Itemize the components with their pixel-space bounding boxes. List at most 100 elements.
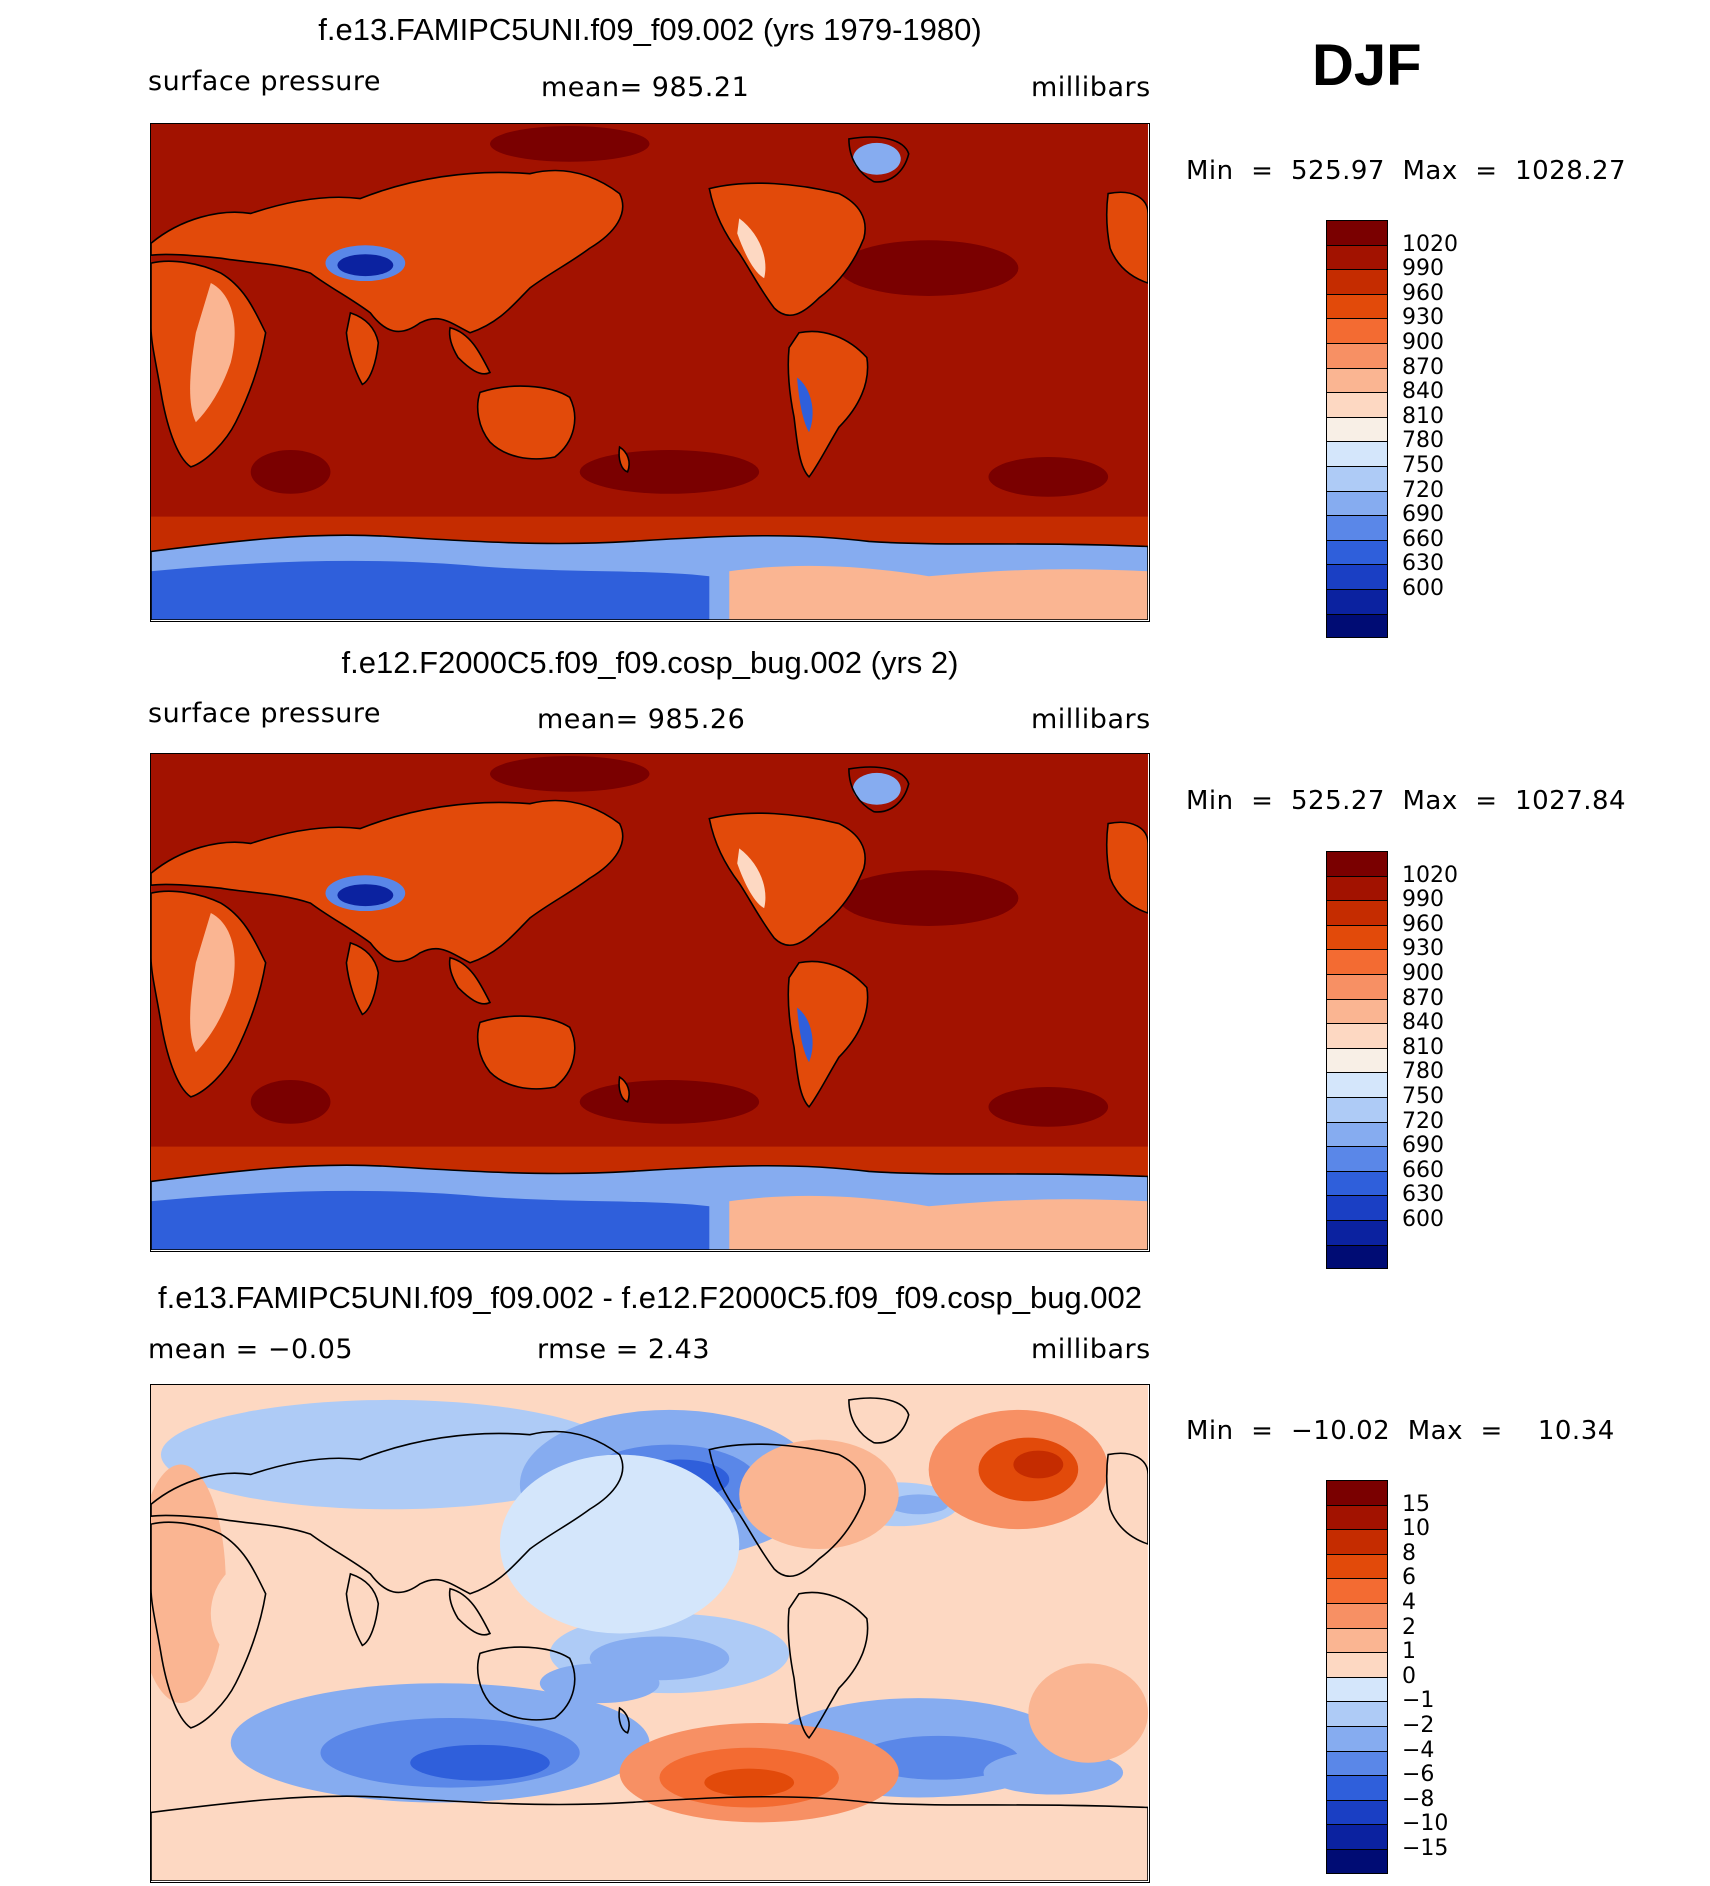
coastline-asia: [151, 1430, 624, 1595]
map-svg: [151, 124, 1148, 620]
coastline-antarctica: [151, 534, 1148, 620]
positive-anomaly: [1028, 1663, 1148, 1763]
colorbar-label: −4: [1402, 1737, 1435, 1763]
colorbar-label: 960: [1402, 280, 1444, 306]
colorbar-swatch: [1326, 613, 1388, 639]
panel-1-title: f.e13.FAMIPC5UNI.f09_f09.002 (yrs 1979-1…: [318, 12, 982, 47]
colorbar-swatch: [1326, 416, 1388, 442]
panel-3-map: [150, 1384, 1150, 1883]
coastline-seasia: [448, 326, 492, 375]
coastline-india: [345, 311, 380, 386]
coastline-samerica: [787, 330, 869, 479]
coastline-nz: [618, 445, 630, 473]
map-svg: [151, 754, 1148, 1250]
panel-2-title: f.e12.F2000C5.f09_f09.cosp_bug.002 (yrs …: [341, 645, 959, 680]
terrain-andes: [797, 377, 813, 433]
land-seasia: [449, 327, 490, 374]
land-australia: [477, 386, 575, 459]
coastline-europe: [1106, 1452, 1148, 1545]
colorbar-label: 840: [1402, 1010, 1444, 1036]
terrain-africa-highlands: [190, 913, 235, 1053]
coastline-greenland: [848, 136, 910, 183]
colorbar-swatch: [1326, 1775, 1388, 1800]
colorbar-swatch: [1326, 1072, 1388, 1097]
coastline-seasia: [448, 1587, 492, 1636]
colorbar-swatch: [1326, 1676, 1388, 1702]
colorbar-swatch: [1326, 1750, 1388, 1776]
panel-1-mean-label: mean= 985.21: [541, 72, 750, 103]
panel-3-minmax: Min = −10.02 Max = 10.34: [1186, 1416, 1615, 1446]
panel-2-variable-label: surface pressure: [148, 698, 381, 729]
terrain-greenland: [852, 142, 901, 175]
colorbar-label: 10: [1402, 1516, 1430, 1542]
colorbar-label: 1: [1402, 1639, 1416, 1665]
high-pressure-cell: [579, 450, 760, 494]
panel-2-units-label: millibars: [1031, 704, 1151, 735]
coastline-africa: [151, 890, 267, 1098]
coastline-samerica: [787, 1591, 869, 1740]
colorbar-swatch: [1326, 1529, 1388, 1554]
colorbar-label: 870: [1402, 985, 1444, 1011]
coastline-europe: [1106, 821, 1148, 914]
high-pressure-cell: [579, 1080, 760, 1124]
coastline-india: [345, 941, 380, 1016]
high-pressure-cell: [838, 870, 1019, 926]
colorbar-swatch: [1326, 1603, 1388, 1628]
colorbar-label: −8: [1402, 1786, 1435, 1812]
colorbar-swatch: [1326, 1504, 1388, 1530]
colorbar-swatch: [1326, 564, 1388, 589]
coastline-namerica: [708, 1443, 866, 1578]
coastline-australia: [476, 1015, 576, 1090]
colorbar-label: −15: [1402, 1836, 1449, 1861]
colorbar-swatch: [1326, 1578, 1388, 1603]
high-pressure-cell: [988, 1086, 1109, 1127]
colorbar-label: 660: [1402, 526, 1444, 552]
colorbar-swatch: [1326, 1023, 1388, 1048]
colorbar-label: 690: [1402, 1133, 1444, 1159]
terrain-tibet-core: [337, 254, 394, 277]
colorbar-swatch: [1326, 392, 1388, 417]
coastline-greenland: [848, 1397, 910, 1444]
positive-anomaly: [280, 1822, 640, 1881]
colorbar-swatch: [1326, 1627, 1388, 1653]
coastline-australia: [476, 1646, 576, 1721]
coastline-europe: [1106, 191, 1148, 284]
colorbar-swatch: [1326, 851, 1388, 876]
colorbar-swatch: [1326, 875, 1388, 901]
colorbar-swatch: [1326, 1726, 1388, 1751]
colorbar-label: 930: [1402, 936, 1444, 962]
colorbar-label: −10: [1402, 1811, 1449, 1837]
colorbar-label: 990: [1402, 256, 1444, 282]
colorbar-swatch: [1326, 318, 1388, 343]
panel-3-colorbar: 15 10 8 6 4 2 1 0 −1 −2 −4 −6 −8 −10 −15: [1326, 1480, 1448, 1874]
positive-anomaly: [210, 1553, 331, 1674]
positive-anomaly: [704, 1768, 795, 1797]
panel-3-rmse-label: rmse = 2.43: [537, 1334, 711, 1365]
colorbar-label: 2: [1402, 1614, 1416, 1640]
colorbar-swatch: [1326, 998, 1388, 1024]
colorbar-swatch: [1326, 1146, 1388, 1171]
colorbar-swatch: [1326, 949, 1388, 974]
terrain-antarctica-plateau: [151, 560, 710, 620]
land-namerica: [709, 183, 866, 316]
colorbar-swatch: [1326, 1799, 1388, 1825]
coastline-africa: [151, 260, 267, 468]
colorbar-swatch: [1326, 490, 1388, 516]
colorbar-label: 810: [1402, 403, 1444, 429]
coastline-nz: [618, 1706, 630, 1734]
positive-anomaly: [1013, 1450, 1064, 1479]
high-pressure-cell: [250, 1080, 331, 1124]
negative-anomaly: [160, 1399, 620, 1510]
terrain-antarctica-coast: [729, 565, 1148, 620]
panel-3-units-label: millibars: [1031, 1334, 1151, 1365]
colorbar-label: 660: [1402, 1157, 1444, 1183]
colorbar-label: 900: [1402, 961, 1444, 986]
terrain-antarctica-coast: [729, 1195, 1148, 1250]
coastline-asia: [151, 169, 624, 334]
negative-anomaly: [499, 1454, 740, 1634]
colorbar-label: 810: [1402, 1034, 1444, 1060]
panel-3-mean-label: mean = −0.05: [148, 1334, 354, 1365]
colorbar-label: 990: [1402, 887, 1444, 913]
panel-2-mean-label: mean= 985.26: [537, 704, 746, 735]
terrain-greenland: [852, 772, 901, 805]
